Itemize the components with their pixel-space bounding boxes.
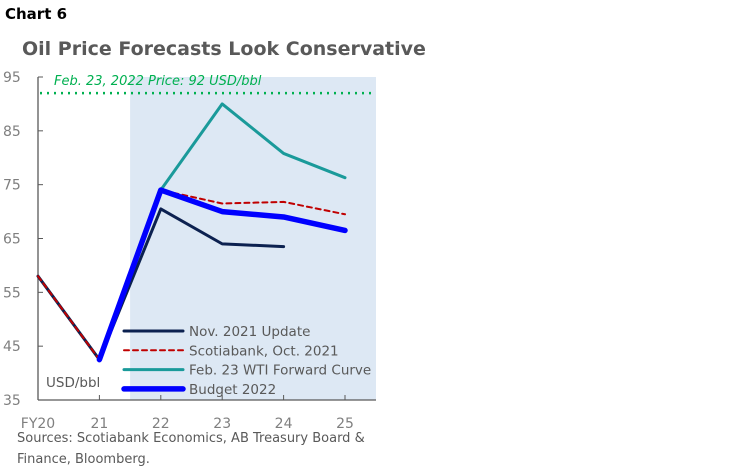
x-tick-label: 22: [152, 416, 170, 432]
series-line-0: [36, 207, 286, 362]
y-tick-label: 85: [3, 124, 21, 140]
series-line-1: [37, 189, 346, 361]
series-line-3: [96, 187, 348, 363]
reference-label: Feb. 23, 2022 Price: 92 USD/bbl: [54, 74, 262, 89]
chart-title: Oil Price Forecasts Look Conservative: [22, 38, 426, 60]
legend-label: Feb. 23 WTI Forward Curve: [189, 363, 371, 379]
series-line-2: [159, 102, 347, 192]
y-tick-label: 35: [3, 393, 21, 409]
source-note: Sources: Scotiabank Economics, AB Treasu…: [17, 431, 365, 467]
y-tick-label: 55: [3, 285, 21, 301]
x-tick-label: 25: [336, 416, 354, 432]
y-tick-label: 95: [3, 70, 21, 86]
forecast-shading: [130, 77, 376, 400]
x-tick-label: 21: [90, 416, 108, 432]
y-tick-label: 75: [3, 178, 21, 194]
legend-label: Scotiabank, Oct. 2021: [189, 343, 339, 359]
legend-label: Budget 2022: [189, 382, 276, 398]
legend-label: Nov. 2021 Update: [189, 324, 310, 340]
x-tick-label: 23: [213, 416, 231, 432]
y-tick-label: 45: [3, 339, 21, 355]
x-tick-label: FY20: [21, 416, 55, 432]
chart-label: Chart 6: [5, 5, 68, 23]
x-tick-label: 24: [275, 416, 293, 432]
y-unit-label: USD/bbl: [46, 375, 100, 391]
y-tick-label: 65: [3, 232, 21, 248]
